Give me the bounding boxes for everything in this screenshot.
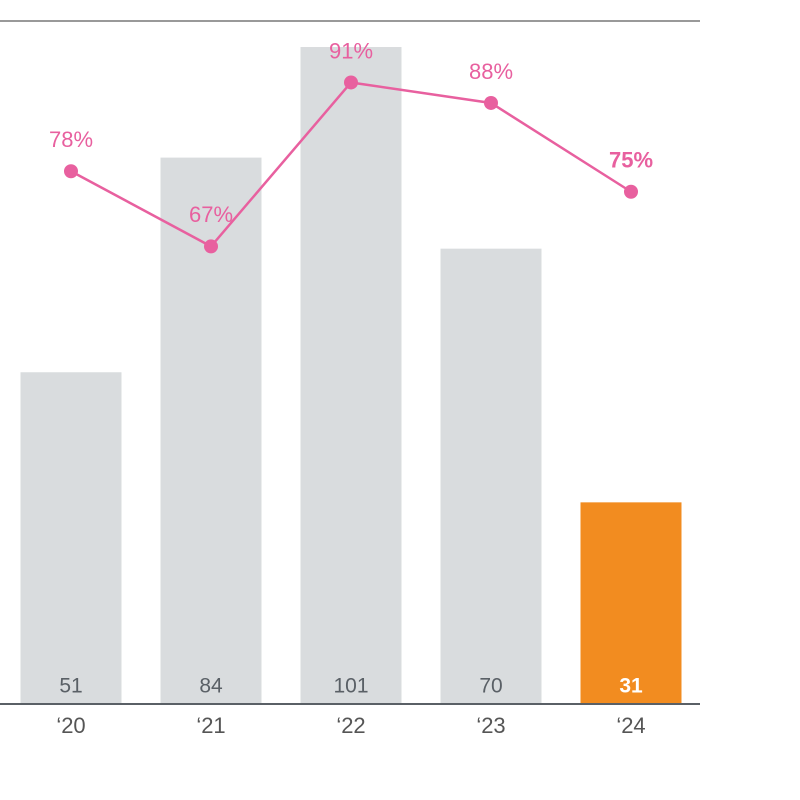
bar-value-label: 51 <box>59 675 82 698</box>
bar <box>300 47 402 705</box>
bar <box>580 502 682 704</box>
x-tick-label: ‘23 <box>476 713 505 738</box>
line-point <box>624 184 638 199</box>
line-point <box>204 239 218 254</box>
x-tick-label: ‘22 <box>336 713 365 738</box>
bar <box>20 372 122 704</box>
bar-value-label: 31 <box>619 675 643 698</box>
line-value-label: 88% <box>469 59 513 84</box>
line-point <box>344 75 358 90</box>
x-tick-label: ‘24 <box>616 713 645 738</box>
line-value-label: 78% <box>49 127 93 152</box>
line-value-label: 75% <box>609 148 653 173</box>
x-tick-label: ‘20 <box>56 713 85 738</box>
x-tick-label: ‘21 <box>196 713 225 738</box>
line-point <box>484 95 498 110</box>
bar <box>440 248 542 704</box>
line-point <box>64 164 78 179</box>
line-value-label: 67% <box>189 202 233 227</box>
bar-value-label: 101 <box>333 675 368 698</box>
bar-value-label: 84 <box>199 675 223 698</box>
bar-value-label: 70 <box>479 675 502 698</box>
line-value-label: 91% <box>329 38 373 63</box>
